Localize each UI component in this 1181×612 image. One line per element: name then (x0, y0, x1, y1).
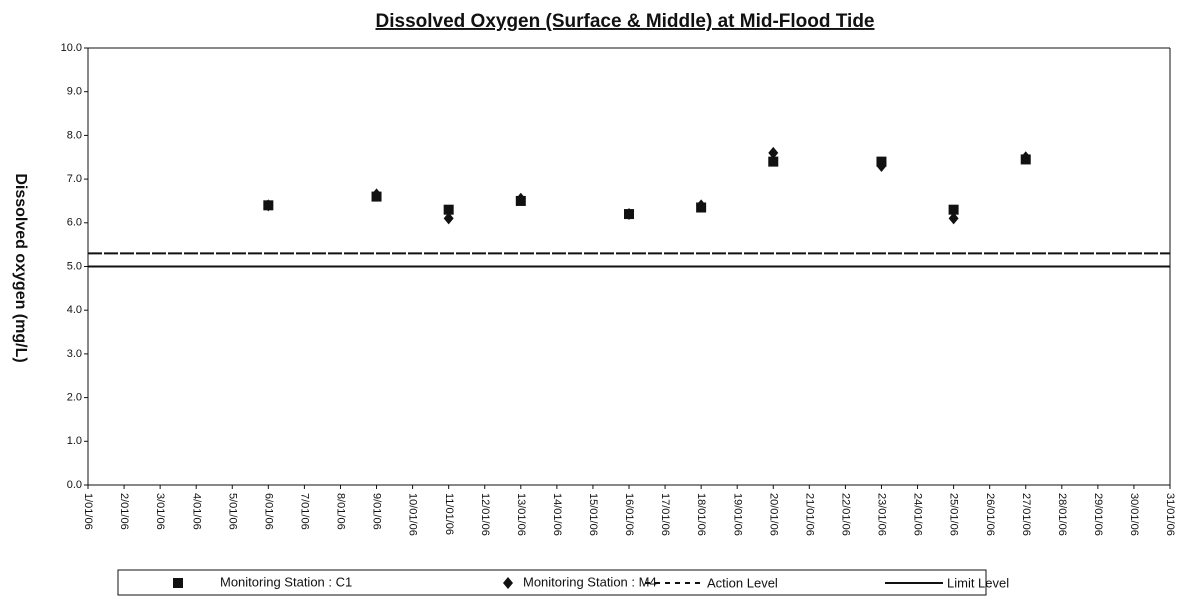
y-tick-label: 0.0 (67, 479, 82, 491)
data-point (876, 159, 887, 172)
x-tick-label: 26/01/06 (984, 493, 996, 536)
x-tick-label: 3/01/06 (154, 493, 166, 530)
y-tick-label: 8.0 (67, 129, 82, 141)
x-tick-label: 13/01/06 (515, 493, 527, 536)
x-tick-label: 20/01/06 (767, 493, 779, 536)
x-tick-label: 31/01/06 (1164, 493, 1176, 536)
data-point (443, 204, 454, 215)
y-tick-label: 2.0 (67, 392, 82, 404)
data-point (1020, 151, 1031, 164)
y-tick-label: 10.0 (61, 42, 82, 54)
data-point (768, 156, 779, 167)
x-tick-label: 9/01/06 (371, 493, 383, 530)
legend-label: Limit Level (947, 575, 1009, 590)
data-point (371, 188, 382, 201)
x-tick-label: 6/01/06 (262, 493, 274, 530)
x-tick-label: 25/01/06 (948, 493, 960, 536)
legend-label: Monitoring Station : M4 (523, 574, 657, 589)
x-tick-label: 15/01/06 (587, 493, 599, 536)
legend-marker (503, 577, 513, 589)
x-tick-label: 7/01/06 (298, 493, 310, 530)
y-tick-label: 9.0 (67, 86, 82, 98)
data-point (948, 204, 959, 215)
x-tick-label: 27/01/06 (1020, 493, 1032, 536)
data-point (515, 192, 526, 205)
chart-title: Dissolved Oxygen (Surface & Middle) at M… (376, 11, 875, 32)
x-tick-label: 19/01/06 (731, 493, 743, 536)
y-tick-label: 6.0 (67, 217, 82, 229)
x-tick-label: 5/01/06 (226, 493, 238, 530)
x-tick-label: 18/01/06 (695, 493, 707, 536)
y-tick-label: 7.0 (67, 173, 82, 185)
data-point (696, 199, 707, 212)
x-tick-label: 10/01/06 (407, 493, 419, 536)
data-point (624, 208, 634, 221)
x-tick-label: 28/01/06 (1056, 493, 1068, 536)
x-tick-label: 14/01/06 (551, 493, 563, 536)
data-point (768, 146, 779, 159)
x-tick-label: 1/01/06 (82, 493, 94, 530)
data-point (263, 199, 274, 212)
x-tick-label: 29/01/06 (1092, 493, 1104, 536)
x-tick-label: 4/01/06 (190, 493, 202, 530)
y-axis-label: Dissolved oxygen (mg/L) (12, 173, 29, 362)
x-tick-label: 30/01/06 (1128, 493, 1140, 536)
y-tick-label: 1.0 (67, 435, 82, 447)
x-tick-label: 12/01/06 (479, 493, 491, 536)
y-tick-label: 4.0 (67, 304, 82, 316)
x-tick-label: 17/01/06 (659, 493, 671, 536)
y-tick-label: 3.0 (67, 348, 82, 360)
legend-label: Action Level (707, 575, 778, 590)
legend-label: Monitoring Station : C1 (220, 574, 352, 589)
x-tick-label: 21/01/06 (803, 493, 815, 536)
x-tick-label: 16/01/06 (623, 493, 635, 536)
legend-box (117, 569, 987, 596)
x-tick-label: 11/01/06 (443, 493, 455, 535)
legend-marker (173, 578, 183, 588)
y-tick-label: 5.0 (67, 260, 82, 272)
data-point (948, 212, 959, 225)
x-tick-label: 22/01/06 (839, 493, 851, 536)
x-tick-label: 8/01/06 (335, 493, 347, 530)
x-tick-label: 23/01/06 (876, 493, 888, 536)
data-point (443, 212, 454, 225)
x-tick-label: 2/01/06 (118, 493, 130, 530)
x-tick-label: 24/01/06 (912, 493, 924, 536)
